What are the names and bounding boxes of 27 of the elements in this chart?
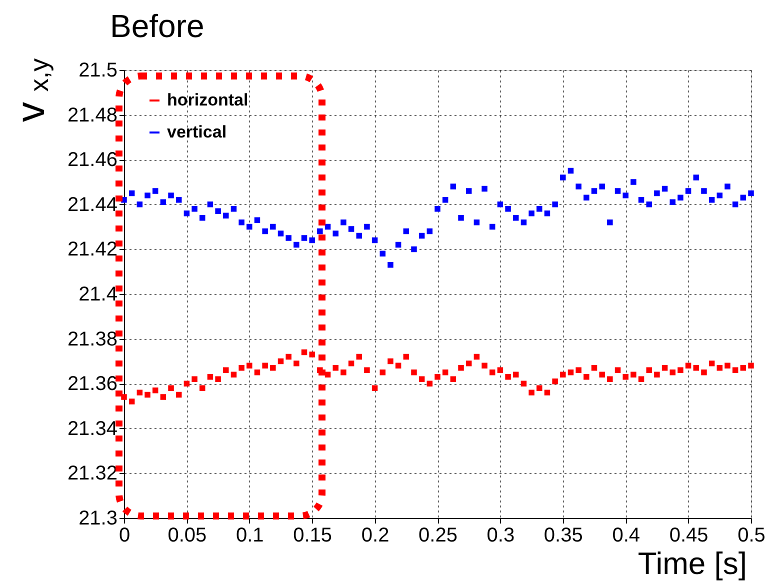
- x-tick-label: 0.15: [293, 524, 332, 546]
- x-tick-label: 0.4: [612, 524, 640, 546]
- y-tick-label: 21.4: [78, 284, 118, 306]
- y-tick-label: 21.48: [67, 104, 118, 126]
- y-tick-label: 21.38: [67, 328, 118, 350]
- y-axis-title: vx,y: [9, 58, 54, 122]
- x-tick-label: 0.2: [361, 524, 390, 546]
- y-tick-label: 21.3: [78, 508, 118, 530]
- x-tick-label: 0.5: [738, 524, 766, 546]
- x-tick-label: 0: [118, 524, 130, 546]
- x-tick-label: 0.25: [418, 524, 458, 546]
- y-tick-label: 21.36: [67, 373, 118, 396]
- x-axis-title: Time [s]: [638, 546, 747, 581]
- chart-title: Before: [110, 8, 204, 44]
- y-tick-label: 21.44: [67, 194, 118, 216]
- y-tick-label: 21.42: [67, 238, 118, 261]
- y-tick-label: 21.46: [67, 149, 118, 172]
- legend-label: vertical: [167, 122, 227, 142]
- x-tick-label: 0.3: [486, 524, 515, 546]
- x-tick-label: 0.35: [544, 524, 583, 546]
- x-tick-label: 0.05: [168, 524, 207, 546]
- x-tick-label: 0.1: [236, 524, 264, 546]
- legend-label: horizontal: [167, 90, 248, 110]
- x-tick-label: 0.45: [669, 524, 708, 546]
- y-tick-label: 21.34: [67, 418, 118, 440]
- y-tick-label: 21.32: [67, 462, 118, 485]
- y-tick-label: 21.5: [78, 60, 118, 82]
